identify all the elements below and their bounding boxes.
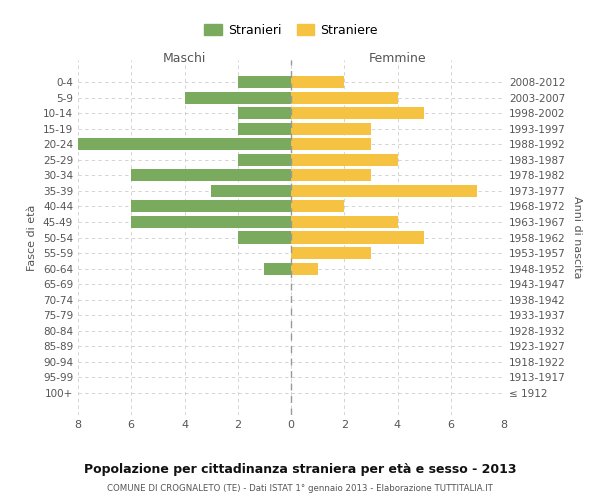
Bar [291, 92, 398, 104]
Legend: Stranieri, Straniere: Stranieri, Straniere [204, 24, 378, 36]
Bar [291, 247, 371, 259]
Bar [291, 170, 371, 181]
Bar [291, 154, 398, 166]
Bar [238, 122, 291, 135]
Bar [291, 122, 371, 135]
Bar [291, 262, 317, 274]
Bar [291, 76, 344, 88]
Text: COMUNE DI CROGNALETO (TE) - Dati ISTAT 1° gennaio 2013 - Elaborazione TUTTITALIA: COMUNE DI CROGNALETO (TE) - Dati ISTAT 1… [107, 484, 493, 493]
Text: Popolazione per cittadinanza straniera per età e sesso - 2013: Popolazione per cittadinanza straniera p… [84, 462, 516, 475]
Bar [238, 232, 291, 243]
Bar [131, 170, 291, 181]
Bar [185, 92, 291, 104]
Text: Femmine: Femmine [368, 52, 427, 65]
Bar [238, 154, 291, 166]
Bar [291, 185, 478, 197]
Text: Maschi: Maschi [163, 52, 206, 65]
Bar [265, 262, 291, 274]
Bar [211, 185, 291, 197]
Bar [238, 107, 291, 120]
Bar [291, 216, 398, 228]
Y-axis label: Anni di nascita: Anni di nascita [572, 196, 582, 279]
Bar [291, 107, 424, 120]
Bar [131, 200, 291, 212]
Bar [131, 216, 291, 228]
Bar [238, 76, 291, 88]
Bar [291, 138, 371, 150]
Bar [291, 200, 344, 212]
Y-axis label: Fasce di età: Fasce di età [28, 204, 37, 270]
Bar [78, 138, 291, 150]
Bar [291, 232, 424, 243]
